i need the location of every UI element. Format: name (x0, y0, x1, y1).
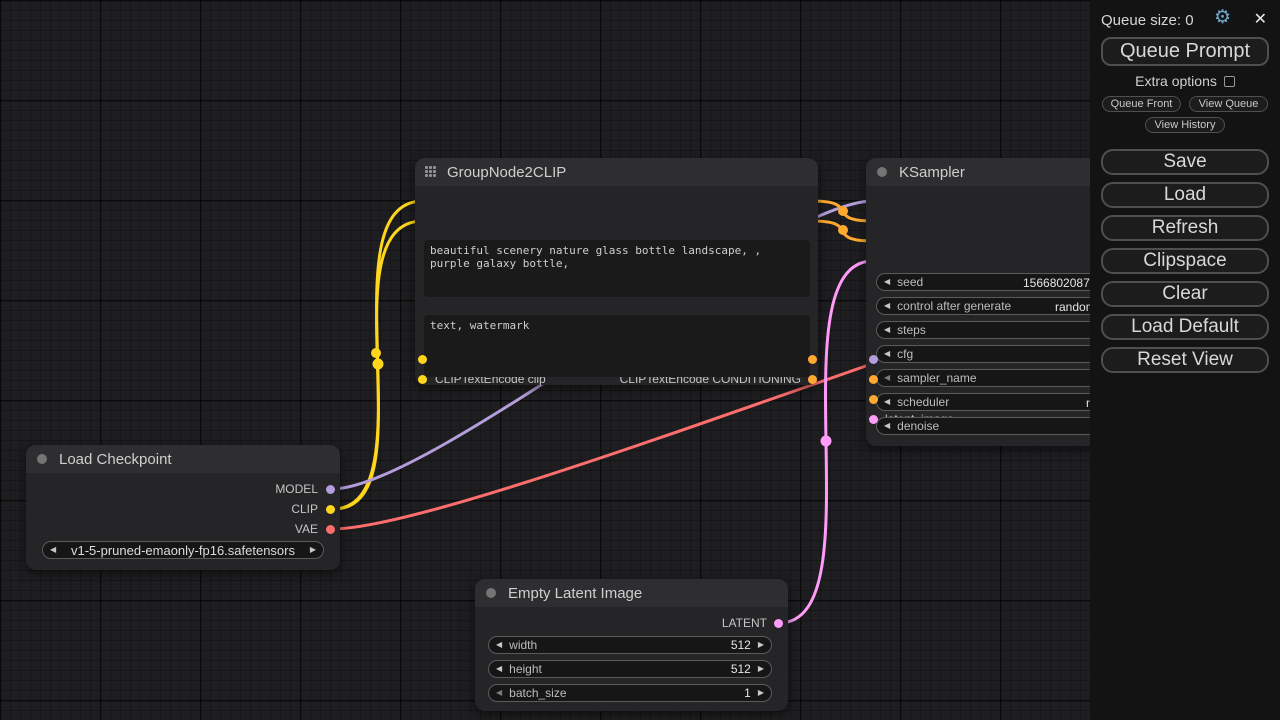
output-port-conditioning[interactable] (807, 354, 817, 364)
input-port-latent-image[interactable] (868, 414, 878, 424)
increment-arrow-icon[interactable]: ▶ (757, 640, 764, 649)
extra-options-label: Extra options (1135, 73, 1217, 89)
decrement-arrow-icon[interactable]: ◀ (884, 373, 891, 382)
decrement-arrow-icon[interactable]: ◀ (884, 397, 891, 406)
node-title: Load Checkpoint (59, 450, 172, 468)
next-arrow-icon[interactable]: ▶ (309, 545, 316, 554)
widget-width[interactable]: ◀ width 512 ▶ (488, 636, 772, 654)
output-label-clip: CLIP (291, 502, 318, 516)
negative-prompt-textarea[interactable]: text, watermark (424, 315, 810, 377)
node-empty-latent-image[interactable]: Empty Latent Image LATENT ◀ width 512 ▶ … (475, 579, 788, 711)
collapse-dot-icon[interactable] (37, 454, 47, 464)
prev-arrow-icon[interactable]: ◀ (50, 545, 57, 554)
node-title: GroupNode2CLIP (447, 163, 567, 181)
link-dot-positive[interactable] (838, 206, 848, 216)
height-value: 512 (730, 662, 751, 676)
increment-arrow-icon[interactable]: ▶ (757, 688, 764, 697)
view-queue-button[interactable]: View Queue (1189, 96, 1268, 112)
input-port-clip[interactable] (417, 354, 427, 364)
refresh-button[interactable]: Refresh (1101, 215, 1269, 241)
clipspace-button[interactable]: Clipspace (1101, 248, 1269, 274)
output-port-clip[interactable] (325, 504, 335, 514)
widget-ckpt-name[interactable]: ◀ v1-5-pruned-emaonly-fp16.safetensors ▶ (42, 541, 324, 559)
link-dot-negative[interactable] (838, 225, 848, 235)
input-port-negative[interactable] (868, 394, 878, 404)
widget-batch-size[interactable]: ◀ batch_size 1 ▶ (488, 684, 772, 702)
output-port-cliptextencode-conditioning[interactable] (807, 374, 817, 384)
input-port-positive[interactable] (868, 374, 878, 384)
input-port-model[interactable] (868, 354, 878, 364)
collapse-dot-icon[interactable] (877, 167, 887, 177)
collapse-dot-icon[interactable] (486, 588, 496, 598)
widget-height[interactable]: ◀ height 512 ▶ (488, 660, 772, 678)
queue-size-label: Queue size: 0 (1101, 11, 1194, 29)
save-button[interactable]: Save (1101, 149, 1269, 175)
node-groupnode2clip-header[interactable]: GroupNode2CLIP (415, 158, 818, 186)
reset-view-button[interactable]: Reset View (1101, 347, 1269, 373)
comfy-menu-panel: Queue size: 0 ⚙ ✕ Queue Prompt Extra opt… (1090, 0, 1280, 720)
view-history-button[interactable]: View History (1145, 117, 1225, 133)
decrement-arrow-icon[interactable]: ◀ (496, 688, 503, 697)
node-title: Empty Latent Image (508, 584, 643, 602)
output-port-latent[interactable] (773, 618, 783, 628)
input-port-cliptextencode-clip[interactable] (417, 374, 427, 384)
close-icon[interactable]: ✕ (1253, 11, 1267, 28)
link-dot-latent[interactable] (820, 435, 832, 447)
decrement-arrow-icon[interactable]: ◀ (884, 277, 891, 286)
decrement-arrow-icon[interactable]: ◀ (884, 349, 891, 358)
node-load-checkpoint[interactable]: Load Checkpoint MODEL CLIP VAE ◀ v1-5-pr… (26, 445, 340, 570)
batch-size-value: 1 (744, 686, 751, 700)
output-port-vae[interactable] (325, 524, 335, 534)
link-dot-clip-1[interactable] (371, 348, 381, 358)
group-grid-icon (425, 166, 437, 178)
load-button[interactable]: Load (1101, 182, 1269, 208)
node-groupnode2clip[interactable]: GroupNode2CLIP clip CLIPTextEncode clip … (415, 158, 818, 386)
decrement-arrow-icon[interactable]: ◀ (496, 664, 503, 673)
decrement-arrow-icon[interactable]: ◀ (884, 421, 891, 430)
link-dot-clip-2[interactable] (372, 358, 384, 370)
seed-value: 1566802087 (1023, 276, 1090, 290)
widget-steps[interactable]: ◀ steps (876, 321, 1136, 339)
extra-options-checkbox[interactable] (1223, 75, 1235, 87)
decrement-arrow-icon[interactable]: ◀ (884, 325, 891, 334)
output-label-latent: LATENT (721, 616, 767, 630)
increment-arrow-icon[interactable]: ▶ (757, 664, 764, 673)
output-label-vae: VAE (294, 522, 318, 536)
settings-gear-icon[interactable]: ⚙ (1213, 7, 1231, 28)
queue-prompt-button[interactable]: Queue Prompt (1101, 37, 1269, 66)
widget-cfg[interactable]: ◀ cfg (876, 345, 1136, 363)
load-default-button[interactable]: Load Default (1101, 314, 1269, 340)
clear-button[interactable]: Clear (1101, 281, 1269, 307)
widget-denoise[interactable]: ◀ denoise (876, 417, 1136, 435)
width-value: 512 (730, 638, 751, 652)
output-port-model[interactable] (325, 484, 335, 494)
widget-seed[interactable]: ◀ seed 1566802087 (876, 273, 1136, 291)
ckpt-name-value: v1-5-pruned-emaonly-fp16.safetensors (70, 542, 295, 558)
node-title: KSampler (899, 163, 965, 181)
queue-front-button[interactable]: Queue Front (1102, 96, 1181, 112)
decrement-arrow-icon[interactable]: ◀ (496, 640, 503, 649)
positive-prompt-textarea[interactable]: beautiful scenery nature glass bottle la… (424, 240, 810, 297)
output-label-model: MODEL (275, 482, 318, 496)
node-load-checkpoint-header[interactable]: Load Checkpoint (26, 445, 340, 473)
node-empty-latent-image-header[interactable]: Empty Latent Image (475, 579, 788, 607)
decrement-arrow-icon[interactable]: ◀ (884, 301, 891, 310)
widget-control-after-generate[interactable]: ◀ control after generate randomize (876, 297, 1136, 315)
